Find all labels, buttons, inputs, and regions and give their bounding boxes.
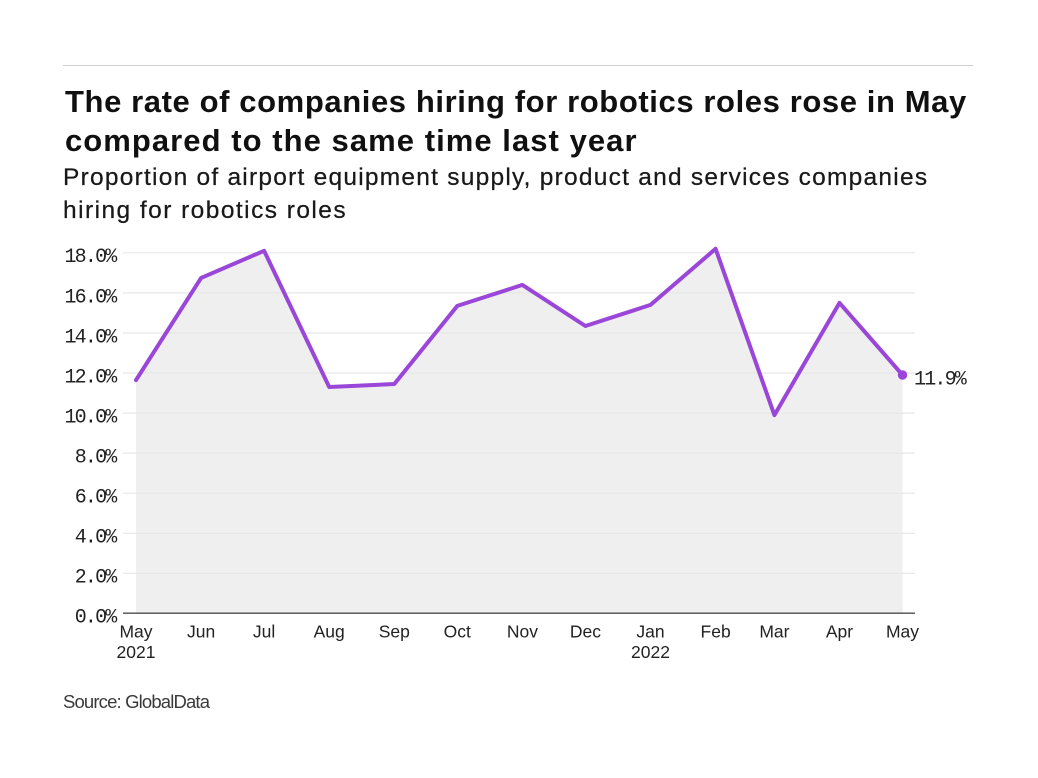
svg-text:Jul: Jul (253, 622, 275, 642)
svg-text:14.0%: 14.0% (64, 326, 118, 349)
svg-text:May: May (886, 622, 919, 642)
svg-text:May: May (119, 622, 152, 642)
svg-text:2022: 2022 (631, 642, 670, 662)
svg-text:2021: 2021 (117, 642, 156, 662)
svg-text:Jun: Jun (187, 622, 215, 642)
svg-text:4.0%: 4.0% (75, 527, 119, 550)
svg-text:Aug: Aug (314, 622, 345, 642)
svg-text:Mar: Mar (759, 622, 789, 642)
svg-text:Sep: Sep (379, 622, 410, 642)
svg-text:0.0%: 0.0% (75, 607, 119, 630)
svg-text:12.0%: 12.0% (64, 366, 118, 389)
svg-text:Oct: Oct (444, 622, 471, 642)
svg-text:10.0%: 10.0% (64, 407, 118, 430)
svg-text:Dec: Dec (570, 622, 601, 642)
svg-text:Apr: Apr (826, 622, 853, 642)
svg-text:6.0%: 6.0% (75, 487, 119, 510)
svg-text:Jan: Jan (636, 622, 664, 642)
svg-text:11.9%: 11.9% (914, 368, 968, 391)
svg-text:2.0%: 2.0% (75, 567, 119, 590)
svg-text:Feb: Feb (701, 622, 731, 642)
svg-text:18.0%: 18.0% (64, 246, 118, 269)
svg-text:Nov: Nov (507, 622, 538, 642)
svg-text:8.0%: 8.0% (75, 447, 119, 470)
svg-text:16.0%: 16.0% (64, 286, 118, 309)
